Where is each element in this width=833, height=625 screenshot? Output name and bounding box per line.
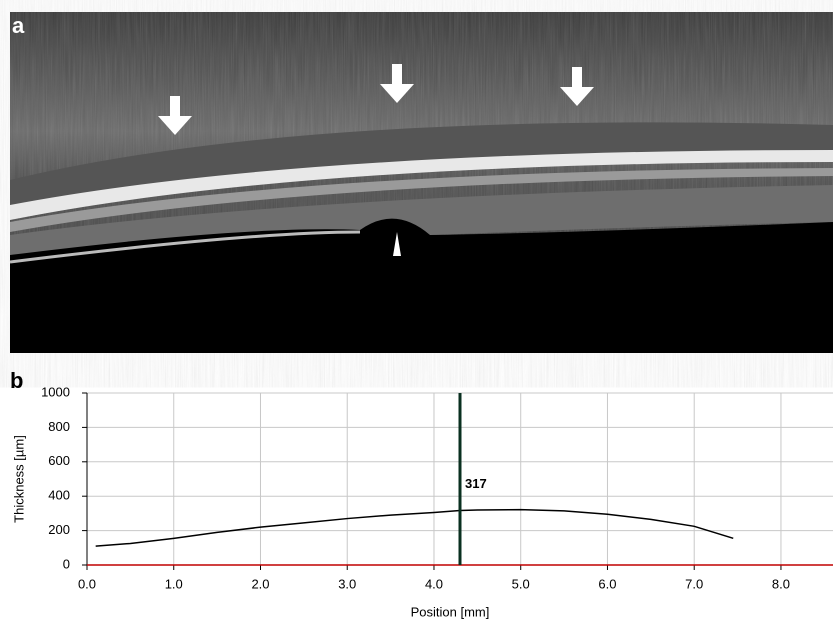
x-tick-label: 2.0 — [251, 576, 269, 591]
y-tick-label: 800 — [48, 419, 70, 434]
y-tick-label: 1000 — [41, 384, 70, 399]
x-tick-label: 3.0 — [338, 576, 356, 591]
x-tick-label: 7.0 — [685, 576, 703, 591]
x-axis-title: Position [mm] — [411, 604, 490, 619]
x-tick-label: 1.0 — [165, 576, 183, 591]
oct-image: a — [9, 12, 833, 353]
panel-label: a — [12, 13, 25, 38]
marker-value-label: 317 — [465, 476, 487, 491]
y-tick-label: 600 — [48, 453, 70, 468]
panel-label: b — [10, 368, 23, 393]
y-tick-label: 200 — [48, 522, 70, 537]
y-axis-title: Thickness [µm] — [11, 435, 26, 523]
x-tick-label: 8.0 — [772, 576, 790, 591]
x-tick-label: 5.0 — [512, 576, 530, 591]
x-tick-label: 6.0 — [598, 576, 616, 591]
x-tick-label: 4.0 — [425, 576, 443, 591]
y-tick-label: 400 — [48, 488, 70, 503]
x-tick-label: 0.0 — [78, 576, 96, 591]
thickness-line — [95, 508, 734, 547]
y-tick-label: 0 — [63, 556, 70, 571]
